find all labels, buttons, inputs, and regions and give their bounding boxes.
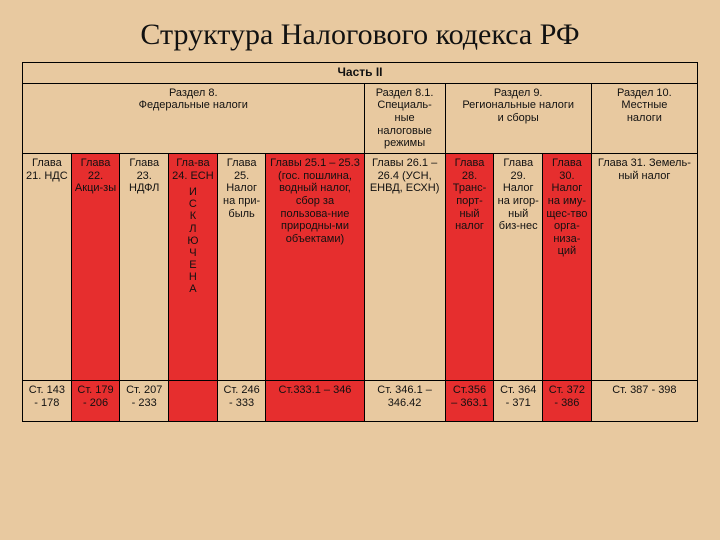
- ch-30: Глава 30. Налог на иму-щес-тво орга-низа…: [543, 154, 592, 381]
- chapters-row: Глава 21. НДС Глава 22. Акци-зы Глава 23…: [23, 154, 698, 381]
- ch-25-1: Главы 25.1 – 25.3 (гос. пошлина, водный …: [266, 154, 364, 381]
- ch-21: Глава 21. НДС: [23, 154, 72, 381]
- s81-l3: ные: [395, 112, 415, 124]
- part-header: Часть II: [23, 63, 698, 84]
- section-10: Раздел 10. Местные налоги: [591, 83, 697, 153]
- s81-l1: Раздел 8.1.: [376, 87, 434, 99]
- s9-l1: Раздел 9.: [494, 87, 543, 99]
- art-25: Ст. 246 - 333: [217, 381, 266, 422]
- s9-l2: Региональные налоги: [462, 99, 574, 111]
- ch-23: Глава 23. НДФЛ: [120, 154, 169, 381]
- ch-24: Гла-ва 24. ЕСН ИСКЛЮЧЕНА: [169, 154, 218, 381]
- ch-22: Глава 22. Акци-зы: [71, 154, 120, 381]
- ch-24-title: Гла-ва 24. ЕСН: [172, 157, 214, 182]
- s81-l5: режимы: [384, 137, 425, 149]
- s81-l4: налоговые: [377, 125, 432, 137]
- articles-row: Ст. 143 - 178 Ст. 179 - 206 Ст. 207 - 23…: [23, 381, 698, 422]
- art-28: Ст.356 – 363.1: [445, 381, 494, 422]
- s10-l1: Раздел 10.: [617, 87, 672, 99]
- section-8: Раздел 8. Федеральные налоги: [23, 83, 365, 153]
- structure-table: Часть II Раздел 8. Федеральные налоги Ра…: [22, 62, 698, 422]
- ch-29: Глава 29. Налог на игор-ный биз-нес: [494, 154, 543, 381]
- art-26: Ст. 346.1 – 346.42: [364, 381, 445, 422]
- art-29: Ст. 364 - 371: [494, 381, 543, 422]
- s10-l3: налоги: [627, 112, 662, 124]
- part-row: Часть II: [23, 63, 698, 84]
- ch-25: Глава 25. Налог на при-быль: [217, 154, 266, 381]
- art-21: Ст. 143 - 178: [23, 381, 72, 422]
- ch-28: Глава 28. Транс-порт-ный налог: [445, 154, 494, 381]
- section-8-1: Раздел 8.1. Специаль- ные налоговые режи…: [364, 83, 445, 153]
- section-8-line1: Раздел 8.: [169, 87, 218, 99]
- slide-root: Структура Налогового кодекса РФ Часть II…: [0, 0, 720, 540]
- ch-24-excluded: ИСКЛЮЧЕНА: [172, 186, 214, 295]
- art-30: Ст. 372 - 386: [543, 381, 592, 422]
- sections-row: Раздел 8. Федеральные налоги Раздел 8.1.…: [23, 83, 698, 153]
- section-9: Раздел 9. Региональные налоги и сборы: [445, 83, 591, 153]
- s81-l2: Специаль-: [377, 99, 431, 111]
- section-8-line2: Федеральные налоги: [139, 99, 248, 111]
- page-title: Структура Налогового кодекса РФ: [22, 18, 698, 52]
- ch-26: Главы 26.1 – 26.4 (УСН, ЕНВД, ЕСХН): [364, 154, 445, 381]
- s10-l2: Местные: [621, 99, 667, 111]
- ch-31: Глава 31. Земель-ный налог: [591, 154, 697, 381]
- art-24: [169, 381, 218, 422]
- art-23: Ст. 207 - 233: [120, 381, 169, 422]
- s9-l3: и сборы: [498, 112, 539, 124]
- art-31: Ст. 387 - 398: [591, 381, 697, 422]
- art-22: Ст. 179 - 206: [71, 381, 120, 422]
- art-25-1: Ст.333.1 – 346: [266, 381, 364, 422]
